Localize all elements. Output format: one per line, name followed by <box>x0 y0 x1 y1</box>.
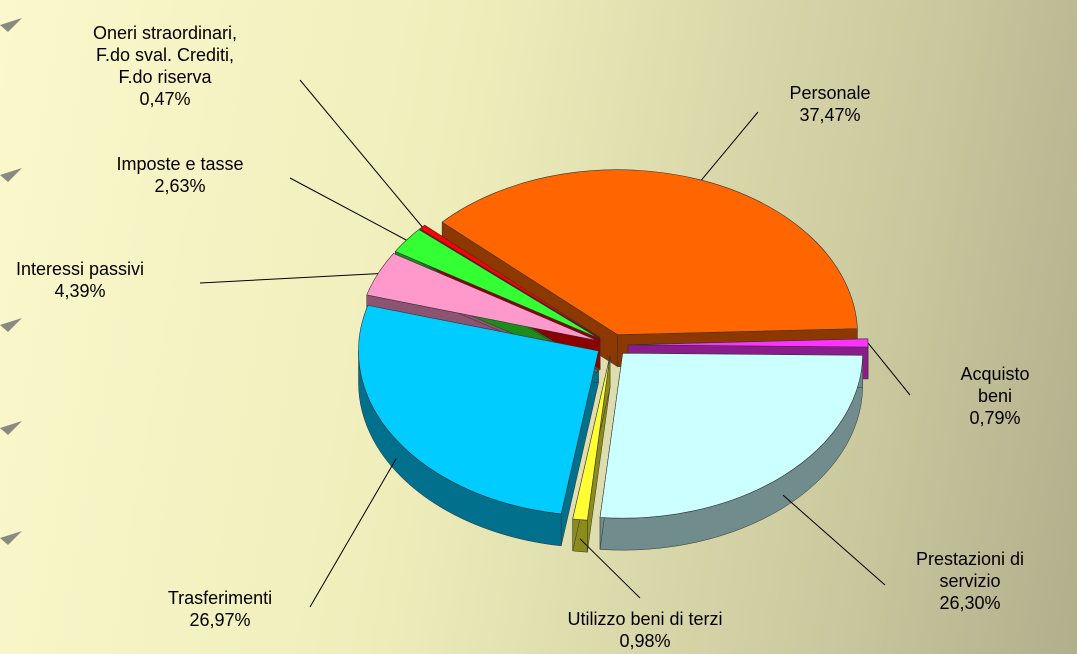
category-label: Interessi passivi <box>15 259 145 279</box>
slice <box>599 352 863 519</box>
slice-label: Interessi passivi 4,39% <box>16 258 144 302</box>
slice <box>358 304 599 515</box>
leader-line <box>289 177 407 241</box>
leader-line <box>579 538 641 599</box>
slice-label: Personale 37,47% <box>789 82 870 126</box>
slice-label: Trasferimenti 26,97% <box>168 587 272 631</box>
slice-label: Prestazioni di servizio 26,30% <box>900 548 1040 614</box>
slice <box>627 338 869 348</box>
category-label: Trasferimenti <box>167 588 273 608</box>
leader-line <box>199 273 379 284</box>
value-label: 37,47% <box>799 105 861 125</box>
category-label: Acquisto beni <box>960 364 1030 406</box>
category-label: Imposte e tasse <box>116 154 244 174</box>
value-label: 26,30% <box>939 593 1001 613</box>
value-label: 4,39% <box>54 281 106 301</box>
category-label: Oneri straordinari, F.do sval. Crediti, … <box>92 23 238 87</box>
value-label: 26,97% <box>189 610 251 630</box>
value-label: 0,98% <box>619 631 671 651</box>
category-label: Utilizzo beni di terzi <box>567 609 723 629</box>
slice <box>572 355 611 521</box>
leader-line <box>782 494 886 586</box>
value-label: 2,63% <box>154 176 206 196</box>
slice-label: Acquisto beni 0,79% <box>954 363 1036 429</box>
leader-line <box>701 111 759 181</box>
slice-label: Imposte e tasse 2,63% <box>116 153 243 197</box>
leader-line <box>867 342 911 396</box>
slice-label: Oneri straordinari, F.do sval. Crediti, … <box>85 22 245 110</box>
leader-line <box>309 458 397 608</box>
slice-label: Utilizzo beni di terzi 0,98% <box>567 608 722 652</box>
category-label: Personale <box>789 83 871 103</box>
slice <box>394 229 600 339</box>
slice <box>419 224 601 338</box>
bullet-decorations <box>0 18 22 545</box>
value-label: 0,47% <box>139 89 191 109</box>
value-label: 0,79% <box>969 408 1021 428</box>
leader-line <box>299 79 423 228</box>
category-label: Prestazioni di servizio <box>915 549 1025 591</box>
